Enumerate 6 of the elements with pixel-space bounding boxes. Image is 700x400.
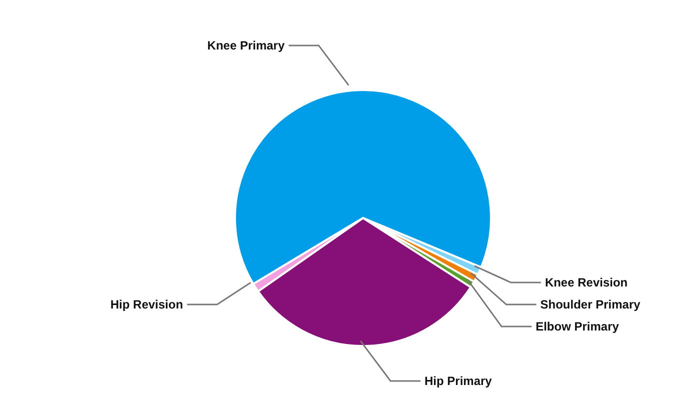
slice-label: Hip Revision bbox=[110, 297, 184, 312]
slice-label: Knee Revision bbox=[544, 276, 628, 290]
slice-label: Elbow Primary bbox=[536, 320, 620, 334]
slice-label: Knee Primary bbox=[207, 38, 285, 52]
slice-label: Shoulder Primary bbox=[540, 298, 641, 312]
slice-label: Hip Primary bbox=[424, 374, 492, 388]
